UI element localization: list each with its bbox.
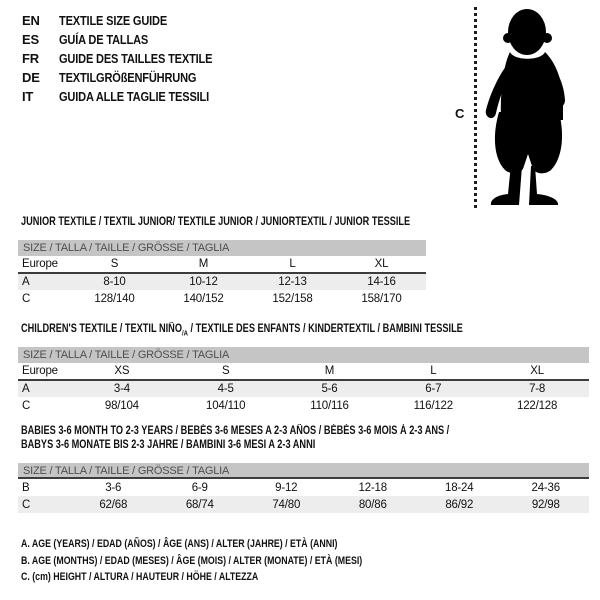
legend-line-b: B. AGE (MONTHS) / EDAD (MESES) / ÂGE (MO… [21, 554, 363, 567]
table-cell: 128/140 [94, 292, 135, 305]
table-row: A 8-10 10-12 12-13 14-16 [18, 273, 426, 290]
table-cell: 152/158 [272, 292, 313, 305]
children-size-table: SIZE / TALLA / TAILLE / GRÖSSE / TAGLIA … [18, 347, 589, 414]
table-row: C 62/68 68/74 74/80 80/86 86/92 92/98 [18, 496, 589, 513]
table-cell: 12-18 [358, 481, 388, 494]
language-row: IT GUIDA ALLE TAGLIE TESSILI [22, 87, 239, 106]
language-code: ES [22, 32, 39, 47]
language-code: EN [22, 13, 40, 28]
language-title: GUIDA ALLE TAGLIE TESSILI [59, 89, 210, 104]
column-header: XS [70, 363, 174, 381]
table-cell: 12-13 [248, 273, 337, 290]
table-cell: 5-6 [277, 380, 382, 397]
column-header: Europe [18, 256, 70, 274]
table-cell: 116/122 [413, 399, 454, 412]
table-cell: 158/170 [361, 292, 402, 305]
size-header-bar: SIZE / TALLA / TAILLE / GRÖSSE / TAGLIA [18, 347, 589, 363]
section-title-line-2: BABYS 3-6 MONATE BIS 2-3 JAHRE / BAMBINI… [21, 439, 316, 451]
table-cell: 122/128 [517, 399, 558, 412]
section-title-line-1: BABIES 3-6 MONTH TO 2-3 YEARS / BEBÉS 3-… [21, 425, 450, 437]
legend-line-c: C. (cm) HEIGHT / ALTURA / HAUTEUR / HÖHE… [21, 571, 259, 583]
table-cell: 74/80 [243, 496, 330, 513]
height-measure-dotted-line [474, 7, 477, 208]
language-row: ES GUÍA DE TALLAS [22, 30, 239, 49]
language-title: TEXTILGRÖßENFÜHRUNG [59, 70, 197, 85]
size-header-bar: SIZE / TALLA / TAILLE / GRÖSSE / TAGLIA [18, 240, 426, 256]
junior-size-table: SIZE / TALLA / TAILLE / GRÖSSE / TAGLIA … [18, 240, 426, 307]
row-label: A [18, 380, 70, 397]
section-title-babies: BABIES 3-6 MONTH TO 2-3 YEARS / BEBÉS 3-… [21, 424, 449, 452]
row-label: A [18, 273, 70, 290]
row-label: C [18, 496, 70, 513]
table-cell: 104/110 [206, 399, 246, 412]
column-header: S [70, 256, 159, 274]
table-cell: 68/74 [156, 496, 243, 513]
language-code: FR [22, 51, 39, 66]
table-cell: 98/104 [104, 399, 139, 412]
row-label: B [22, 481, 30, 494]
table-cell: 14-16 [337, 273, 426, 290]
table-cell: 110/116 [310, 399, 349, 412]
language-row: FR GUIDE DES TAILLES TEXTILE [22, 49, 239, 68]
table-row: A 3-4 4-5 5-6 6-7 7-8 [18, 380, 589, 397]
table-cell: 92/98 [502, 496, 589, 513]
section-title-children: CHILDREN'S TEXTILE / TEXTIL NIÑO/A / TEX… [21, 322, 463, 340]
language-title: GUÍA DE TALLAS [59, 32, 149, 47]
table-cell: 24-36 [531, 481, 561, 494]
language-title: TEXTILE SIZE GUIDE [59, 13, 168, 28]
section-title-junior: JUNIOR TEXTILE / TEXTIL JUNIOR/ TEXTILE … [21, 216, 411, 228]
table-cell: 62/68 [70, 496, 157, 513]
legend-line-a: A. AGE (YEARS) / EDAD (AÑOS) / ÂGE (ANS)… [21, 538, 338, 550]
table-cell: 3-4 [70, 380, 174, 397]
section-title-subscript: /A [181, 328, 188, 338]
size-header-bar: SIZE / TALLA / TAILLE / GRÖSSE / TAGLIA [18, 463, 589, 479]
table-cell: 8-10 [70, 273, 159, 290]
table-cell: 86/92 [416, 496, 503, 513]
column-header: XL [337, 256, 426, 274]
table-row: C 98/104 104/110 110/116 116/122 122/128 [18, 397, 589, 414]
table-cell: 140/152 [183, 292, 224, 305]
table-header-row: Europe S M L XL [18, 256, 426, 274]
column-header: M [277, 363, 382, 381]
baby-silhouette-icon [485, 9, 565, 205]
column-header: Europe [18, 363, 70, 381]
height-label-c: C [455, 106, 465, 121]
language-row: EN TEXTILE SIZE GUIDE [22, 11, 239, 30]
language-code: DE [22, 70, 40, 85]
table-cell: 7-8 [485, 380, 589, 397]
table-cell: 80/86 [329, 496, 416, 513]
table-cell: 4-5 [173, 380, 278, 397]
language-row: DE TEXTILGRÖßENFÜHRUNG [22, 68, 239, 87]
section-title-text: CHILDREN'S TEXTILE / TEXTIL NIÑO [21, 323, 182, 335]
table-cell: 9-12 [275, 481, 298, 494]
measurement-legend: A. AGE (YEARS) / EDAD (AÑOS) / ÂGE (ANS)… [21, 536, 448, 586]
table-cell: 6-7 [381, 380, 486, 397]
table-row: B 3-6 6-9 9-12 12-18 18-24 24-36 [18, 479, 589, 496]
language-title: GUIDE DES TAILLES TEXTILE [59, 51, 213, 66]
column-header: L [381, 363, 486, 381]
table-cell: 10-12 [159, 273, 248, 290]
column-header: M [159, 256, 248, 274]
table-cell: 6-9 [191, 481, 208, 494]
table-row: C 128/140 140/152 152/158 158/170 [18, 290, 426, 307]
language-title-list: EN TEXTILE SIZE GUIDE ES GUÍA DE TALLAS … [22, 11, 239, 106]
row-label: C [22, 292, 31, 305]
table-cell: 18-24 [445, 481, 474, 494]
column-header: L [248, 256, 337, 274]
table-cell: 3-6 [105, 481, 122, 494]
language-code: IT [22, 89, 34, 104]
babies-size-table: SIZE / TALLA / TAILLE / GRÖSSE / TAGLIA … [18, 463, 589, 513]
row-label: C [22, 399, 31, 412]
column-header: S [173, 363, 278, 381]
section-title-text: / TEXTILE DES ENFANTS / KINDERTEXTIL / B… [187, 323, 463, 335]
table-header-row: Europe XS S M L XL [18, 363, 589, 381]
column-header: XL [485, 363, 589, 381]
